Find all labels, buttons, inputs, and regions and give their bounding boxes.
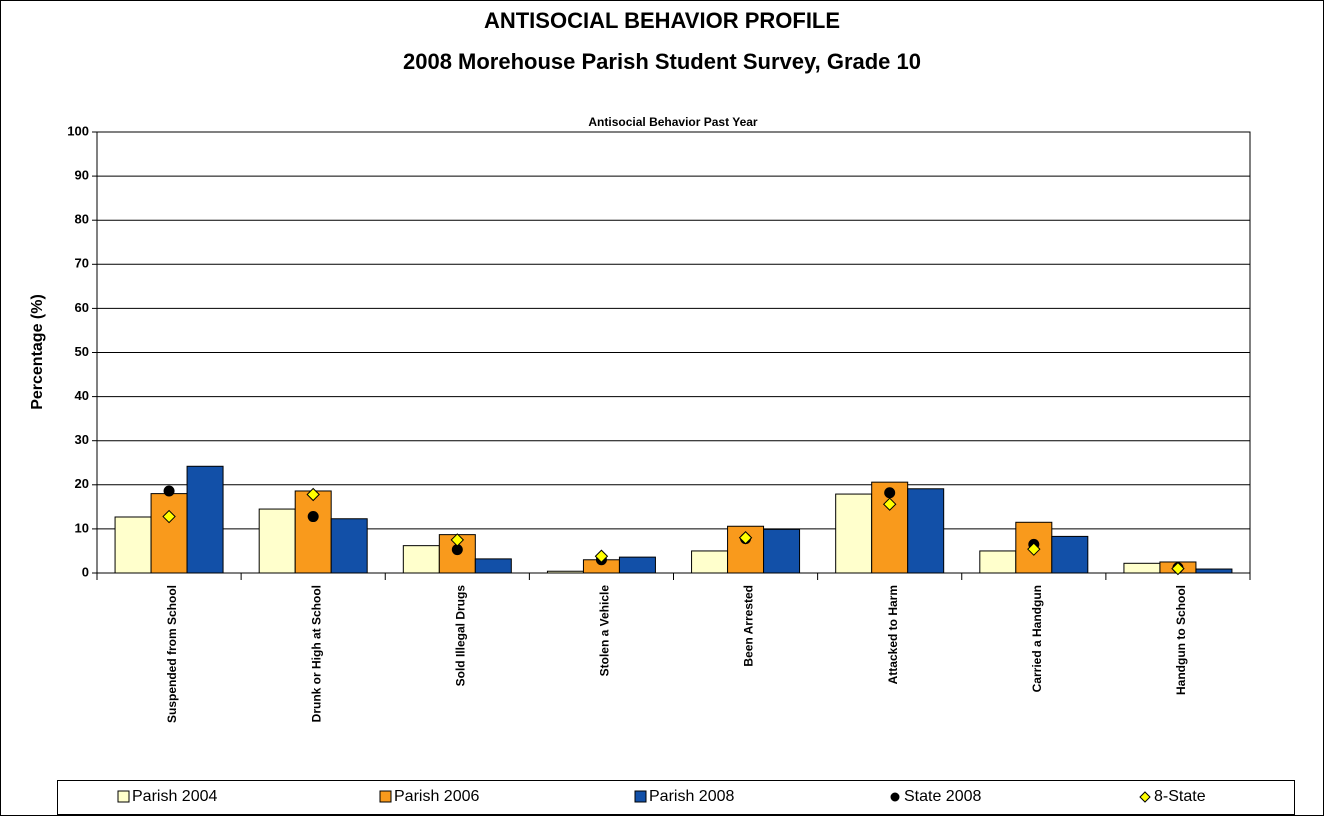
legend-label: Parish 2004 bbox=[132, 788, 217, 805]
bar bbox=[835, 493, 873, 574]
point-diamond bbox=[162, 509, 176, 524]
y-axis-label: Percentage (%) bbox=[29, 294, 46, 410]
y-tick-label: 40 bbox=[75, 388, 89, 403]
bar bbox=[618, 556, 656, 574]
y-tick-label: 80 bbox=[75, 212, 89, 227]
plot-title: Antisocial Behavior Past Year bbox=[588, 115, 758, 129]
y-tick-label: 60 bbox=[75, 300, 89, 315]
legend-label: Parish 2006 bbox=[394, 788, 479, 805]
legend-swatch bbox=[634, 790, 647, 803]
bar bbox=[258, 508, 296, 574]
x-tick-label: Been Arrested bbox=[742, 585, 756, 667]
bar bbox=[150, 493, 188, 574]
bar bbox=[402, 545, 440, 574]
y-tick-label: 50 bbox=[75, 344, 89, 359]
chart-subtitle: 2008 Morehouse Parish Student Survey, Gr… bbox=[403, 49, 921, 74]
x-tick-label: Attacked to Harm bbox=[886, 585, 900, 684]
legend-swatch bbox=[379, 790, 392, 803]
x-tick-label: Drunk or High at School bbox=[309, 585, 323, 722]
y-tick-label: 20 bbox=[75, 476, 89, 491]
bar bbox=[186, 465, 224, 574]
bar bbox=[1123, 562, 1161, 574]
bar bbox=[979, 550, 1017, 574]
chart-title: ANTISOCIAL BEHAVIOR PROFILE bbox=[484, 8, 840, 33]
y-tick-label: 90 bbox=[75, 168, 89, 183]
bar bbox=[691, 550, 729, 574]
y-tick-label: 30 bbox=[75, 432, 89, 447]
point-diamond bbox=[882, 497, 897, 511]
x-tick-label: Handgun to School bbox=[1174, 585, 1188, 695]
y-tick-label: 0 bbox=[82, 564, 89, 579]
point-circle bbox=[884, 487, 896, 499]
point-circle bbox=[163, 485, 175, 497]
legend-label: 8-State bbox=[1154, 788, 1206, 805]
bar bbox=[1051, 535, 1089, 574]
point-diamond bbox=[594, 549, 609, 563]
legend-swatch bbox=[117, 790, 130, 803]
bar bbox=[907, 488, 945, 574]
point-diamond bbox=[1027, 542, 1041, 556]
bar bbox=[330, 518, 368, 574]
bar bbox=[114, 516, 152, 574]
legend-label: Parish 2008 bbox=[649, 788, 734, 805]
bar bbox=[546, 570, 584, 574]
bar bbox=[474, 558, 512, 574]
y-tick-label: 100 bbox=[67, 123, 89, 138]
x-tick-label: Carried a Handgun bbox=[1030, 585, 1044, 692]
point-circle bbox=[307, 511, 319, 523]
bar bbox=[1195, 568, 1233, 574]
legend-box bbox=[57, 780, 1295, 815]
point-diamond bbox=[738, 531, 753, 545]
x-tick-label: Stolen a Vehicle bbox=[598, 585, 612, 677]
point-diamond bbox=[1171, 561, 1185, 576]
legend-marker bbox=[890, 792, 900, 802]
y-tick-label: 10 bbox=[75, 520, 89, 535]
bar bbox=[763, 528, 801, 574]
legend-label: State 2008 bbox=[904, 788, 982, 805]
legend-marker bbox=[1139, 791, 1151, 803]
bar bbox=[294, 490, 332, 574]
y-tick-label: 70 bbox=[75, 256, 89, 271]
point-diamond bbox=[450, 533, 465, 547]
x-tick-label: Suspended from School bbox=[165, 585, 179, 723]
x-tick-label: Sold Illegal Drugs bbox=[453, 585, 467, 687]
point-diamond bbox=[306, 487, 320, 502]
